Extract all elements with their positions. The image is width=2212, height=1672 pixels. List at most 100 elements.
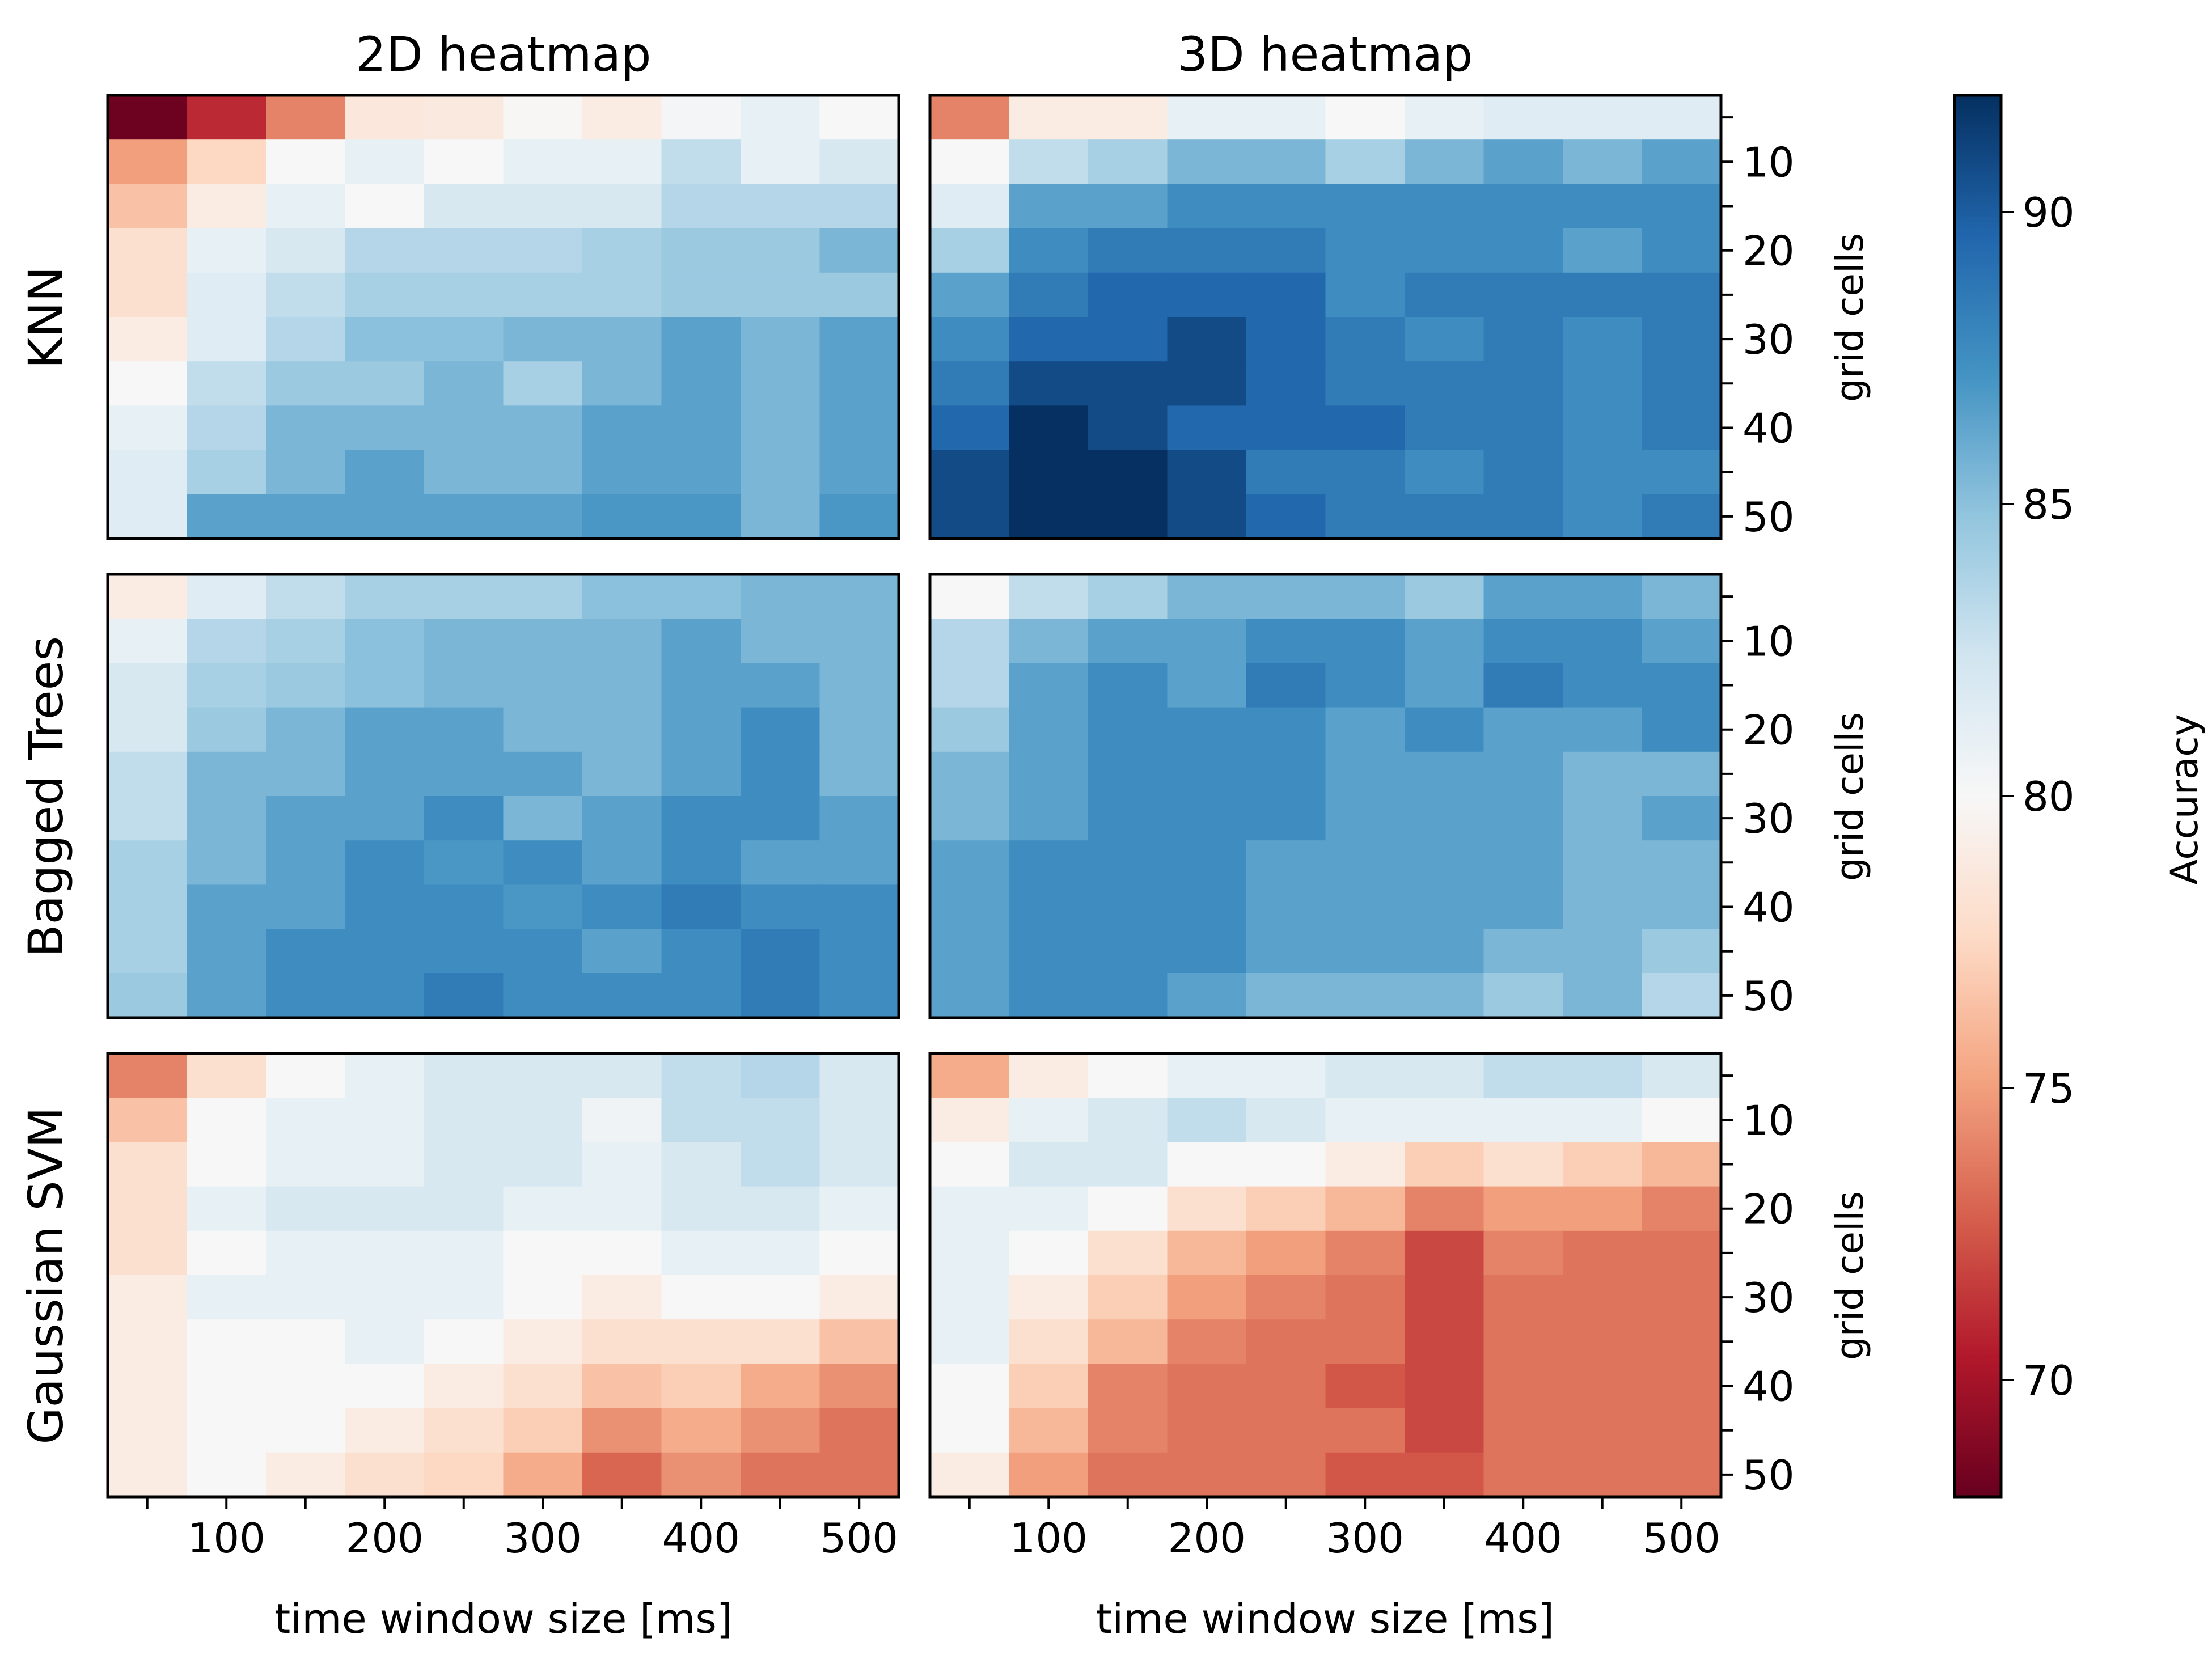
- heatmap-cell: [424, 751, 504, 797]
- heatmap-cell: [741, 751, 820, 797]
- y-tick-label: 30: [1742, 316, 1795, 363]
- heatmap-cell: [1325, 317, 1405, 362]
- heatmap-cell: [424, 139, 504, 185]
- heatmap-cell: [819, 494, 899, 539]
- heatmap-cell: [1167, 228, 1247, 273]
- heatmap-cell: [741, 1364, 820, 1409]
- heatmap-cell: [819, 929, 899, 974]
- heatmap-cell: [741, 450, 820, 495]
- heatmap-cell: [503, 361, 583, 407]
- heatmap-cell: [1246, 663, 1326, 708]
- colorbar-label: Accuracy: [2163, 714, 2206, 884]
- heatmap-cell: [1325, 1408, 1405, 1453]
- heatmap-cell: [582, 1364, 662, 1409]
- heatmap-cell: [1009, 663, 1089, 708]
- heatmap-cell: [1563, 619, 1643, 664]
- heatmap-cell: [187, 405, 267, 451]
- heatmap-cell: [424, 184, 504, 229]
- heatmap-cell: [1088, 1319, 1168, 1365]
- heatmap-cell: [424, 405, 504, 451]
- y-tick-label: 40: [1742, 884, 1795, 932]
- heatmap-cell: [1405, 184, 1484, 229]
- heatmap-cell: [582, 663, 662, 708]
- heatmap-cell: [1088, 1364, 1168, 1409]
- row-label-bagged-trees: Bagged Trees: [18, 636, 74, 957]
- heatmap-cell: [1405, 95, 1484, 140]
- heatmap-cell: [1246, 1098, 1326, 1143]
- heatmap-cell: [930, 574, 1010, 619]
- heatmap-cell: [1642, 1053, 1722, 1098]
- heatmap-cell: [1642, 619, 1722, 664]
- heatmap-cell: [819, 184, 899, 229]
- panel-frame: [928, 573, 1723, 1019]
- heatmap-cell: [345, 619, 425, 664]
- heatmap-cell: [661, 1408, 741, 1453]
- heatmap-cell: [661, 1275, 741, 1320]
- heatmap-cell: [930, 1452, 1010, 1497]
- heatmap-cell: [108, 317, 188, 362]
- heatmap-cell: [582, 317, 662, 362]
- colorbar-tick-label: 75: [2023, 1065, 2075, 1112]
- heatmap-cell: [345, 95, 425, 140]
- heatmap-cell: [661, 1364, 741, 1409]
- heatmap-cell: [1167, 272, 1247, 318]
- heatmap-cell: [1167, 450, 1247, 495]
- heatmap-cell: [1167, 1452, 1247, 1497]
- heatmap-cell: [1009, 1053, 1089, 1098]
- heatmap-cell: [1325, 973, 1405, 1018]
- heatmap-cell: [1405, 619, 1484, 664]
- heatmap-cell: [108, 884, 188, 930]
- heatmap-cell: [741, 884, 820, 930]
- heatmap-cell: [1405, 1452, 1484, 1497]
- x-axis-label-3d: time window size [ms]: [1096, 1595, 1554, 1643]
- heatmap-cell: [108, 751, 188, 797]
- heatmap-cell: [345, 929, 425, 974]
- heatmap-cell: [930, 663, 1010, 708]
- heatmap-cell: [503, 1142, 583, 1187]
- heatmap-cell: [1325, 1230, 1405, 1276]
- heatmap-cell: [1167, 139, 1247, 185]
- heatmap-cell: [1246, 139, 1326, 185]
- heatmap-cell: [1246, 1142, 1326, 1187]
- heatmap-cell: [1563, 1186, 1643, 1231]
- heatmap-cell: [345, 317, 425, 362]
- heatmap-cell: [930, 973, 1010, 1018]
- heatmap-cell: [345, 884, 425, 930]
- heatmap-cell: [819, 840, 899, 886]
- heatmap-cell: [108, 184, 188, 229]
- heatmap-cell: [1167, 1053, 1247, 1098]
- heatmap-cell: [819, 1230, 899, 1276]
- heatmap-cell: [1167, 361, 1247, 407]
- heatmap-cell: [1483, 1408, 1563, 1453]
- heatmap-cell: [1325, 1275, 1405, 1320]
- heatmap-cell: [1009, 228, 1089, 273]
- heatmap-cell: [1167, 796, 1247, 841]
- heatmap-cell: [741, 1186, 820, 1231]
- heatmap-cell: [582, 139, 662, 185]
- row-label-gaussian-svm: Gaussian SVM: [18, 1107, 74, 1444]
- heatmap-cell: [187, 1319, 267, 1365]
- heatmap-cell: [1246, 840, 1326, 886]
- heatmap-cell: [819, 450, 899, 495]
- panel-frame: [928, 1052, 1723, 1499]
- heatmap-cell: [1009, 317, 1089, 362]
- heatmap-cell: [1246, 884, 1326, 930]
- heatmap-cell: [1563, 228, 1643, 273]
- heatmap-cell: [930, 1319, 1010, 1365]
- heatmap-cell: [187, 574, 267, 619]
- heatmap-cell: [1009, 95, 1089, 140]
- heatmap-cell: [582, 1098, 662, 1143]
- heatmap-cell: [1246, 450, 1326, 495]
- heatmap-cell: [1483, 1275, 1563, 1320]
- heatmap-cell: [503, 1098, 583, 1143]
- heatmap-cell: [1246, 494, 1326, 539]
- heatmap-cell: [1563, 663, 1643, 708]
- heatmap-cell: [1483, 1053, 1563, 1098]
- heatmap-cell: [661, 574, 741, 619]
- heatmap-cell: [741, 1275, 820, 1320]
- heatmap-cell: [1088, 1186, 1168, 1231]
- heatmap-cell: [819, 1142, 899, 1187]
- heatmap-cell: [930, 796, 1010, 841]
- heatmap-cell: [1325, 929, 1405, 974]
- heatmap-cell: [108, 973, 188, 1018]
